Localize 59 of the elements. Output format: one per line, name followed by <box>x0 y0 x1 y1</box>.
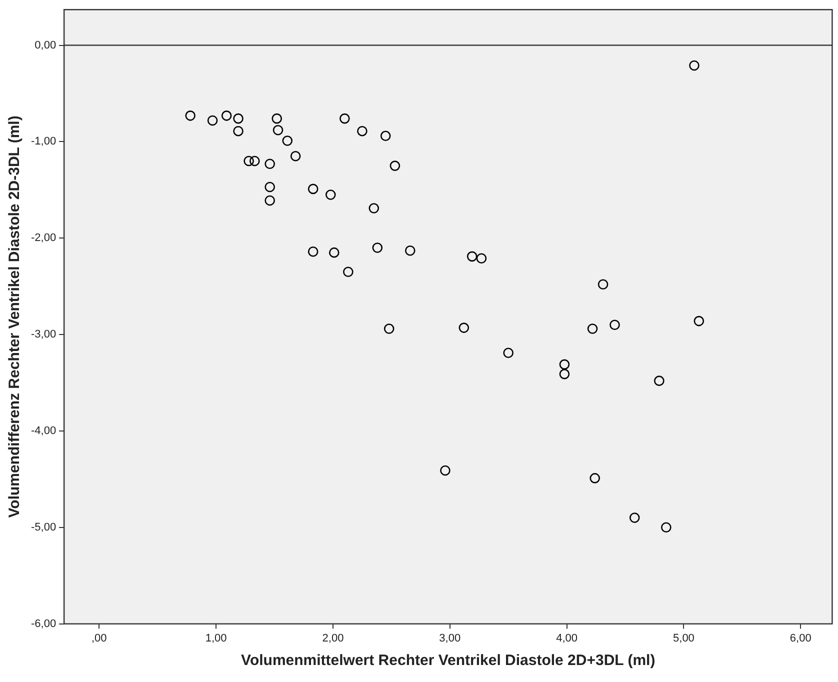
point <box>368 203 380 214</box>
point <box>503 348 514 358</box>
point <box>308 184 318 194</box>
y-tick-label: -5,00 <box>30 521 56 534</box>
point <box>233 113 244 124</box>
point <box>244 156 254 166</box>
point <box>610 320 620 330</box>
point <box>689 60 700 71</box>
y-tick-label: -3,00 <box>30 328 56 341</box>
point <box>372 242 383 253</box>
x-tick-label: 2,00 <box>322 632 344 644</box>
point <box>264 182 275 192</box>
point <box>694 316 704 326</box>
point <box>440 465 450 476</box>
point <box>207 115 218 126</box>
x-tick-label: 3,00 <box>439 632 461 644</box>
x-tick-label: 1,00 <box>205 632 227 644</box>
point <box>380 130 391 142</box>
point <box>221 110 232 121</box>
y-axis-title: Volumendifferenz Rechter Ventrikel Diastole 2D-3DL (ml) <box>6 116 24 518</box>
point <box>357 126 368 136</box>
point <box>404 246 416 256</box>
point <box>384 324 394 334</box>
point <box>598 279 608 290</box>
x-axis-title: Volumenmittelwert Rechter Ventrikel Diastole 2D+3DL (ml) <box>241 652 656 670</box>
point <box>587 324 598 334</box>
y-tick-label: -4,00 <box>30 424 56 437</box>
point <box>328 247 340 258</box>
point <box>654 376 664 386</box>
point <box>458 322 470 333</box>
point <box>325 190 336 200</box>
y-tick-label: 0,00 <box>34 39 56 52</box>
point <box>559 368 570 380</box>
y-tick-label: -1,00 <box>30 136 56 148</box>
point <box>466 251 478 262</box>
point <box>308 246 318 257</box>
point <box>661 522 672 533</box>
point <box>340 113 350 124</box>
point <box>629 512 640 523</box>
point <box>264 195 275 206</box>
x-tick-label: 4,00 <box>556 632 578 644</box>
x-tick-label: 6,00 <box>790 632 812 644</box>
y-tick-label: -2,00 <box>30 232 56 244</box>
point <box>476 253 487 264</box>
point <box>264 158 275 170</box>
point <box>233 126 244 136</box>
point <box>590 473 600 484</box>
y-tick-label: -6,00 <box>30 618 56 630</box>
point <box>343 266 354 278</box>
point <box>559 359 570 370</box>
x-tick-label: ,00 <box>92 632 107 644</box>
point <box>185 110 196 121</box>
point <box>290 151 301 162</box>
point <box>272 113 282 124</box>
point <box>390 160 400 171</box>
point <box>272 124 284 136</box>
point <box>249 156 260 166</box>
point <box>282 136 293 146</box>
x-tick-label: 5,00 <box>673 632 694 644</box>
